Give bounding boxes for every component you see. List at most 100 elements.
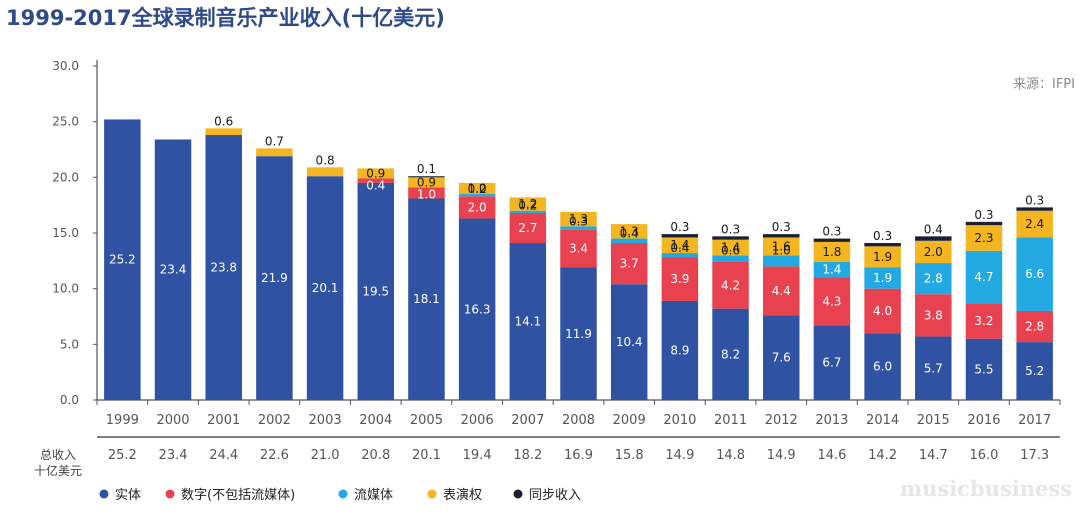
watermark: musicbusiness	[900, 476, 1072, 501]
bar-segment-digital	[1016, 310, 1053, 343]
bar-segment-digital	[965, 303, 1003, 339]
bar-segment-digital	[813, 277, 851, 326]
bar-segment-digital	[357, 178, 395, 183]
bar-segment-performance	[762, 237, 800, 256]
bar-segment-physical	[408, 198, 445, 400]
bar-segment-sync	[1016, 207, 1053, 211]
data-label-digital: 3.8	[924, 308, 943, 322]
data-label-performance: 0.7	[265, 134, 284, 148]
bar-segment-performance	[965, 225, 1003, 251]
bar-segment-performance	[408, 177, 445, 188]
bar-segment-physical	[864, 333, 901, 400]
data-label-digital: 2.7	[518, 221, 537, 235]
total-value: 18.2	[513, 448, 542, 463]
bar-segment-physical	[357, 182, 395, 400]
total-value: 20.1	[412, 448, 441, 463]
data-label-physical: 8.2	[721, 347, 740, 361]
x-tick-label: 2014	[866, 413, 899, 428]
bar-segment-performance	[560, 211, 597, 227]
data-label-physical: 6.7	[822, 356, 841, 370]
data-label-physical: 20.1	[312, 281, 339, 295]
bar-segment-performance	[813, 241, 851, 262]
bar-segment-streaming	[661, 253, 699, 258]
bar-segment-digital	[458, 196, 496, 219]
data-label-performance: 1.4	[670, 238, 689, 252]
y-tick-label: 0.0	[60, 393, 79, 407]
bar-segment-physical	[661, 300, 699, 400]
x-tick-label: 2017	[1018, 413, 1051, 428]
data-label-digital: 1.0	[417, 187, 436, 201]
bar-segment-sync	[661, 234, 699, 238]
x-tick-label: 2000	[156, 413, 189, 428]
total-label-line2: 十亿美元	[34, 463, 82, 478]
bar-segment-streaming	[1016, 237, 1053, 311]
data-label-digital: 4.4	[772, 284, 791, 298]
bar-segment-streaming	[965, 250, 1003, 304]
data-label-sync: 0.4	[924, 222, 943, 236]
data-label-streaming: 0.6	[721, 243, 740, 257]
bar-segment-digital	[610, 243, 648, 285]
data-label-physical: 23.8	[210, 261, 237, 275]
data-label-sync: 0.3	[670, 220, 689, 234]
total-label-line1: 总收入	[40, 448, 76, 462]
bar-segment-sync	[813, 238, 851, 242]
data-label-performance: 0.6	[214, 114, 233, 128]
x-tick-label: 2001	[207, 413, 240, 428]
legend-marker-streaming	[338, 489, 348, 499]
y-tick-label: 5.0	[60, 337, 79, 351]
bar-segment-streaming	[813, 261, 851, 278]
data-label-streaming: 0.2	[468, 182, 487, 196]
total-value: 17.3	[1020, 448, 1049, 463]
data-label-streaming: 1.4	[822, 263, 841, 277]
bar-segment-physical	[154, 139, 192, 401]
x-tick-label: 2013	[815, 413, 848, 428]
data-label-physical: 25.2	[109, 253, 136, 267]
data-label-digital: 2.8	[1025, 320, 1044, 334]
total-value: 15.8	[615, 448, 644, 463]
data-label-physical: 23.4	[160, 263, 187, 277]
total-value: 14.9	[767, 448, 796, 463]
chart-title: 1999-2017全球录制音乐产业收入(十亿美元)	[6, 6, 445, 30]
data-label-performance: 1.8	[822, 245, 841, 259]
data-label-digital: 3.9	[670, 272, 689, 286]
legend-label-streaming: 流媒体	[354, 488, 393, 503]
bar-segment-physical	[712, 308, 749, 400]
axes-layer: 0.0 5.0 10.0 15.0 20.0 25.0 30.0 1999 2000 2001 20…	[52, 59, 1061, 438]
legend-marker-sync	[513, 489, 523, 499]
data-label-performance: 1.0	[468, 181, 487, 195]
data-label-streaming: 4.7	[974, 270, 993, 284]
data-label-sync: 0.3	[721, 222, 740, 236]
legend-label-digital: 数字(不包括流媒体)	[181, 488, 295, 503]
x-tick-label: 2008	[562, 413, 595, 428]
data-label-performance: 2.3	[974, 231, 993, 245]
data-label-performance: 1.2	[518, 197, 537, 211]
data-label-physical: 6.0	[873, 360, 892, 374]
data-label-digital: 4.3	[822, 294, 841, 308]
bar-segment-streaming	[509, 210, 547, 213]
legend-marker-physical	[99, 489, 109, 499]
data-label-physical: 10.4	[616, 335, 643, 349]
data-label-physical: 5.7	[924, 361, 943, 375]
x-tick-label: 2002	[258, 413, 291, 428]
total-value: 21.0	[311, 448, 340, 463]
bar-segment-performance	[610, 224, 648, 239]
bar-segment-physical	[458, 218, 496, 400]
data-label-physical: 8.9	[670, 343, 689, 357]
data-label-performance: 0.9	[366, 166, 385, 180]
data-label-performance: 0.8	[316, 153, 335, 167]
x-tick-label: 2003	[309, 413, 342, 428]
data-label-performance: 1.3	[569, 212, 588, 226]
bar-segment-performance	[256, 148, 293, 157]
x-tick-label: 2015	[917, 413, 950, 428]
y-tick-label: 25.0	[52, 115, 79, 129]
bar-segment-physical	[256, 156, 293, 400]
data-label-physical: 5.5	[974, 362, 993, 376]
bar-segment-physical	[915, 336, 952, 400]
bar-segment-digital	[509, 212, 547, 244]
bar-segment-digital	[915, 294, 952, 337]
legend-label-performance: 表演权	[443, 487, 482, 503]
y-tick-label: 10.0	[52, 282, 79, 296]
bar-segment-physical	[813, 325, 851, 400]
total-value: 14.8	[716, 448, 745, 463]
x-tick-label: 2007	[511, 413, 544, 428]
